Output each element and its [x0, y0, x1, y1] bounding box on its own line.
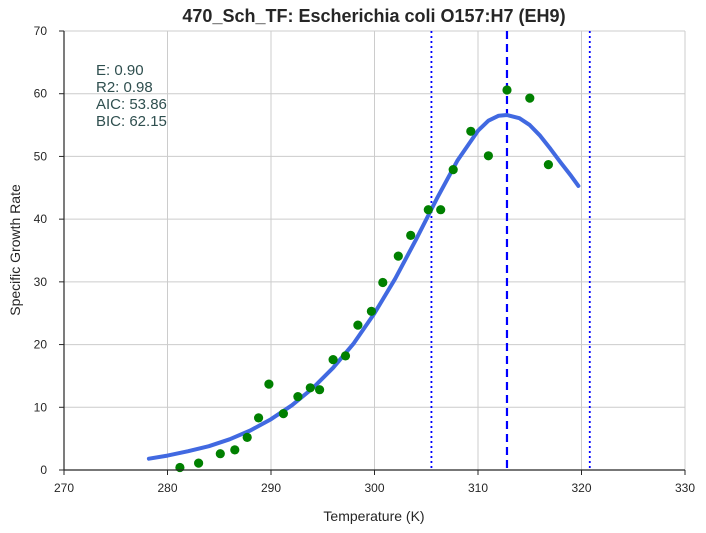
- x-axis-label: Temperature (K): [323, 508, 424, 524]
- data-point: [278, 409, 288, 419]
- reference-lines: [430, 31, 591, 470]
- y-tick-label: 0: [40, 463, 47, 477]
- data-point: [483, 151, 493, 161]
- fit-layer: [146, 113, 581, 461]
- y-tick-label: 40: [34, 212, 48, 226]
- data-point: [230, 445, 240, 455]
- stat-line: BIC: 62.15: [96, 113, 167, 130]
- stat-line: AIC: 53.86: [96, 96, 167, 113]
- stat-line: E: 0.90: [96, 62, 144, 79]
- stat-line: R2: 0.98: [96, 79, 153, 96]
- data-point: [366, 306, 376, 316]
- x-tick-label: 310: [468, 481, 488, 495]
- y-tick-label: 30: [34, 275, 48, 289]
- data-point: [543, 160, 554, 170]
- x-tick-label: 270: [54, 481, 74, 495]
- data-point: [448, 165, 458, 175]
- tick-labels: 270 280 290 300 310 320 330 0 10 20 30 40 50 60 70: [34, 24, 696, 495]
- data-point: [175, 462, 185, 473]
- x-tick-label: 290: [261, 481, 281, 495]
- points-layer: [175, 85, 554, 473]
- data-point: [194, 458, 204, 468]
- y-tick-label: 20: [34, 338, 48, 352]
- data-point: [264, 379, 274, 389]
- data-point: [406, 230, 416, 240]
- x-tick-label: 280: [157, 481, 177, 495]
- data-point: [315, 385, 325, 395]
- data-point: [254, 413, 264, 423]
- data-point: [378, 277, 388, 288]
- x-tick-label: 330: [675, 481, 695, 495]
- y-tick-label: 70: [34, 24, 48, 38]
- data-point: [502, 85, 512, 95]
- data-point: [215, 449, 225, 459]
- data-point: [525, 93, 535, 103]
- data-point: [393, 251, 403, 261]
- chart-title: 470_Sch_TF: Escherichia coli O157:H7 (EH…: [182, 6, 565, 26]
- y-tick-label: 10: [34, 400, 48, 414]
- data-point: [305, 383, 315, 393]
- y-tick-label: 50: [34, 149, 48, 163]
- data-point: [436, 205, 446, 215]
- grid-layer: [64, 30, 686, 470]
- x-tick-label: 320: [571, 481, 591, 495]
- y-tick-label: 60: [34, 87, 48, 101]
- data-point: [423, 205, 433, 215]
- data-point: [340, 351, 351, 361]
- data-point: [466, 126, 476, 136]
- data-point: [328, 355, 338, 365]
- data-point: [353, 320, 363, 330]
- fit-curve: [146, 113, 581, 461]
- data-point: [242, 432, 252, 442]
- data-point: [293, 392, 303, 402]
- y-axis-label: Specific Growth Rate: [7, 184, 23, 316]
- x-tick-label: 300: [364, 481, 384, 495]
